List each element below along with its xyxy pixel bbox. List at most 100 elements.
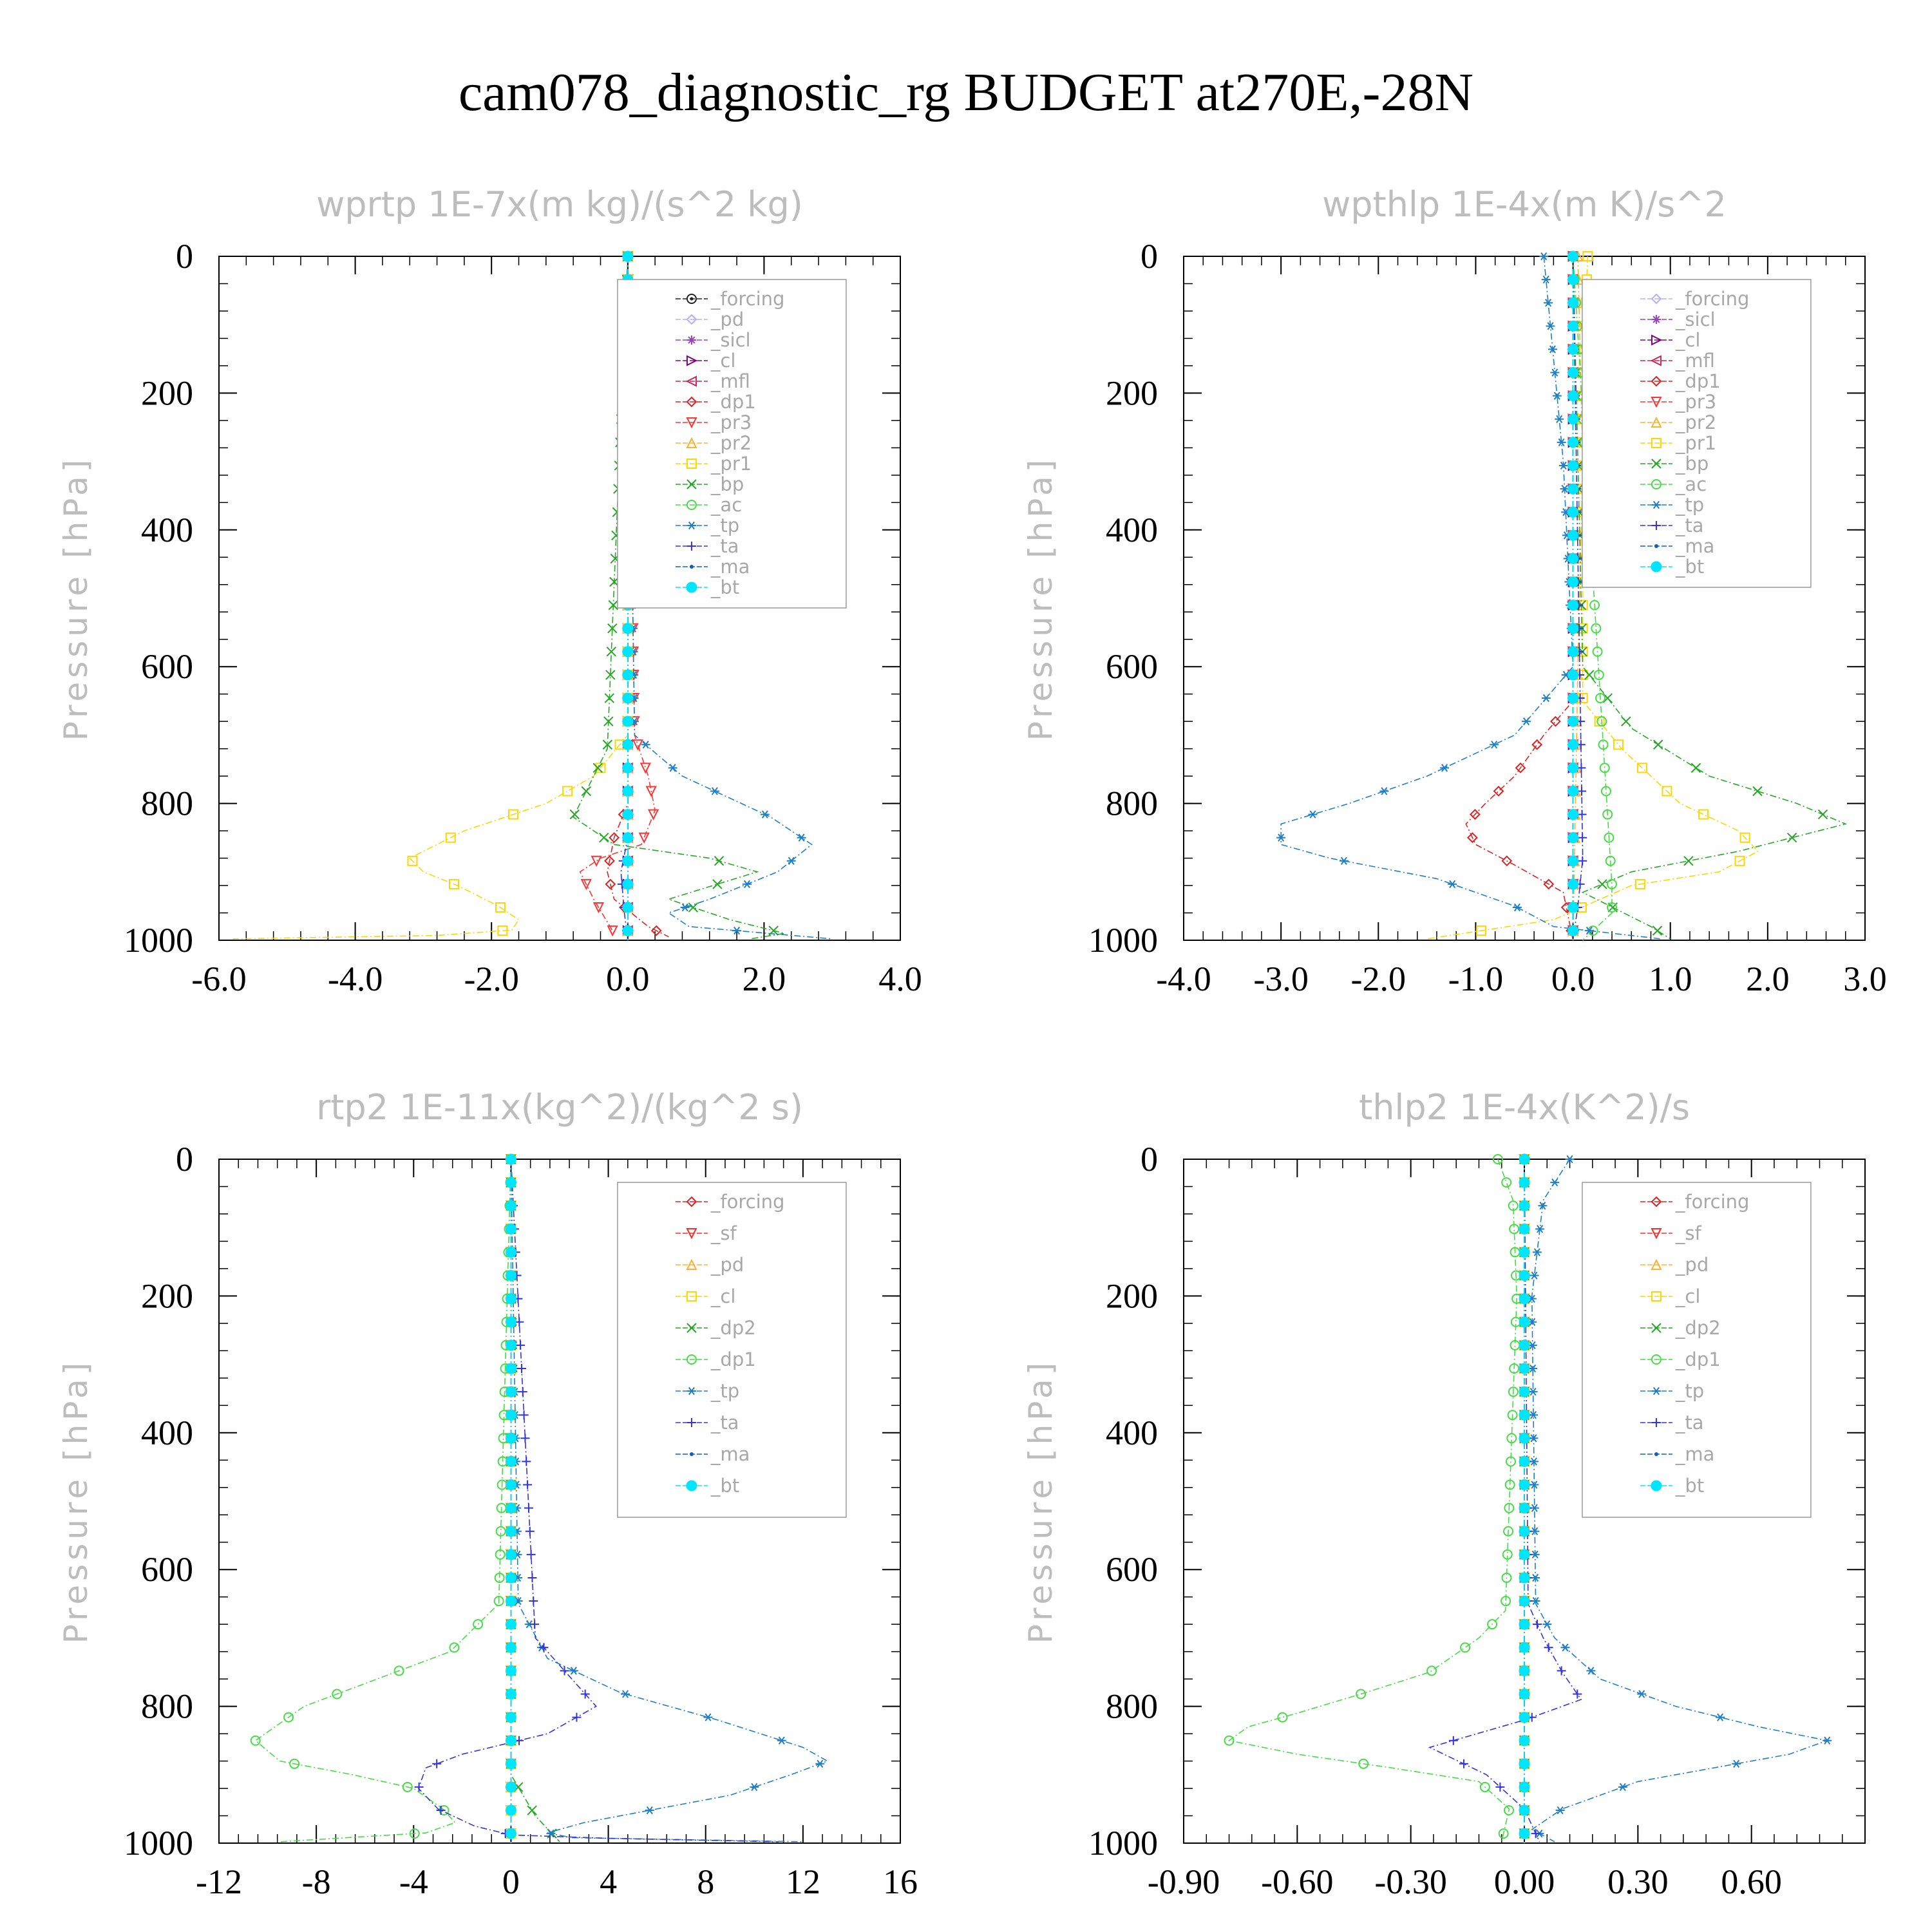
data-point	[1596, 716, 1607, 727]
data-point	[560, 1666, 569, 1676]
data-point	[1277, 1712, 1288, 1723]
data-point	[1515, 762, 1526, 773]
legend-label: _ta	[1675, 1412, 1704, 1434]
data-point	[1662, 786, 1672, 797]
data-point	[1586, 1667, 1596, 1675]
x-tick-label: 0.30	[1607, 1862, 1669, 1901]
x-tick-label: -12	[196, 1862, 242, 1901]
data-point	[1519, 1293, 1530, 1305]
legend-item: _bt	[1640, 556, 1704, 578]
data-point	[710, 787, 719, 795]
legend-marker	[686, 1196, 697, 1208]
data-point	[505, 1712, 516, 1723]
legend-marker	[1651, 397, 1662, 408]
data-point	[622, 925, 634, 936]
data-point	[1538, 1202, 1548, 1210]
legend-item: _ta	[675, 1412, 739, 1434]
legend-item: _bt	[675, 576, 739, 598]
series-line	[579, 256, 656, 934]
series-line	[627, 256, 833, 940]
data-point	[409, 1828, 420, 1839]
y-axis-label: Pressure [hPa]	[57, 456, 95, 741]
data-point	[1519, 1316, 1530, 1328]
legend-item: _mfl	[1640, 350, 1715, 372]
data-point	[1577, 786, 1586, 796]
data-point	[505, 1479, 516, 1491]
data-point	[668, 764, 677, 772]
data-point	[505, 1432, 516, 1444]
x-tick-label: 0.0	[606, 960, 650, 998]
data-point	[332, 1689, 343, 1700]
legend-marker	[687, 336, 696, 345]
legend-item: _pr2	[675, 432, 752, 454]
x-tick-label: -4.0	[1156, 960, 1211, 998]
legend-item: _bp	[1640, 453, 1709, 475]
data-point	[516, 1340, 526, 1350]
data-point	[1466, 832, 1478, 844]
data-point	[732, 926, 742, 935]
legend-marker	[1650, 355, 1662, 366]
data-point	[760, 810, 770, 819]
data-point	[505, 1781, 516, 1793]
data-point	[393, 1665, 404, 1676]
data-point	[638, 832, 650, 844]
data-point	[414, 1782, 424, 1792]
data-point	[1602, 809, 1613, 820]
legend-marker	[1651, 561, 1662, 573]
legend-marker	[1651, 375, 1662, 387]
data-point	[1519, 1804, 1530, 1816]
legend-label: _pr3	[1675, 391, 1716, 413]
data-point	[632, 739, 643, 751]
y-tick-label: 600	[141, 647, 193, 686]
data-point	[1567, 390, 1579, 402]
data-point	[1531, 739, 1543, 750]
legend-label: _ma	[710, 1443, 750, 1465]
data-point	[1535, 1225, 1545, 1233]
data-point	[505, 1409, 516, 1421]
data-point	[569, 809, 580, 820]
x-tick-label: 1.0	[1649, 960, 1692, 998]
legend-marker	[686, 294, 697, 304]
legend-item: _ma	[675, 556, 750, 578]
legend-label: _pd	[710, 1254, 744, 1276]
data-point	[1652, 925, 1663, 936]
subplot-3: -12 -8 -4 0 4 8 12 16 0 200 400 600 800 1000 rtp2 1E-1…	[57, 1087, 918, 1901]
data-point	[641, 741, 650, 749]
legend-label: _ta	[710, 535, 739, 557]
legend-item: _sf	[1640, 1222, 1702, 1244]
x-tick-label: 8	[697, 1862, 714, 1901]
data-point	[1492, 1154, 1503, 1164]
y-axis-label: Pressure [hPa]	[1022, 1359, 1059, 1644]
data-point	[1567, 925, 1579, 936]
data-point	[1716, 1713, 1725, 1721]
data-point	[1541, 275, 1551, 284]
data-point	[1508, 1200, 1519, 1211]
legend-item: _pd	[675, 308, 744, 330]
data-point	[1519, 1549, 1530, 1560]
data-point	[639, 762, 651, 774]
legend-label: _sf	[710, 1222, 737, 1244]
legend: _forcing_pd_sicl_cl_mfl_dp1_pr3_pr2_pr1_…	[617, 279, 847, 609]
data-point	[622, 809, 634, 820]
data-point	[777, 1736, 786, 1745]
data-point	[522, 1457, 531, 1466]
data-point	[449, 878, 460, 889]
legend-marker	[686, 582, 697, 593]
data-point	[505, 1223, 516, 1235]
data-point	[1752, 786, 1763, 797]
legend-marker	[1651, 479, 1662, 489]
y-tick-label: 600	[1106, 1550, 1158, 1589]
legend-label: _sf	[1675, 1222, 1702, 1244]
data-point	[407, 855, 418, 866]
legend-label: _ma	[1675, 1443, 1715, 1465]
legend-item: _dp1	[675, 1349, 756, 1370]
data-point	[1567, 739, 1579, 750]
legend-item: _forcing	[675, 1191, 784, 1213]
x-tick-label: 0	[502, 1862, 520, 1901]
y-axis-label: Pressure [hPa]	[1022, 456, 1059, 741]
x-tick-label: -0.30	[1374, 1862, 1446, 1901]
data-point	[505, 1502, 516, 1514]
data-point	[650, 925, 662, 936]
legend-box	[617, 279, 847, 609]
legend-label: _ac	[1675, 473, 1707, 495]
